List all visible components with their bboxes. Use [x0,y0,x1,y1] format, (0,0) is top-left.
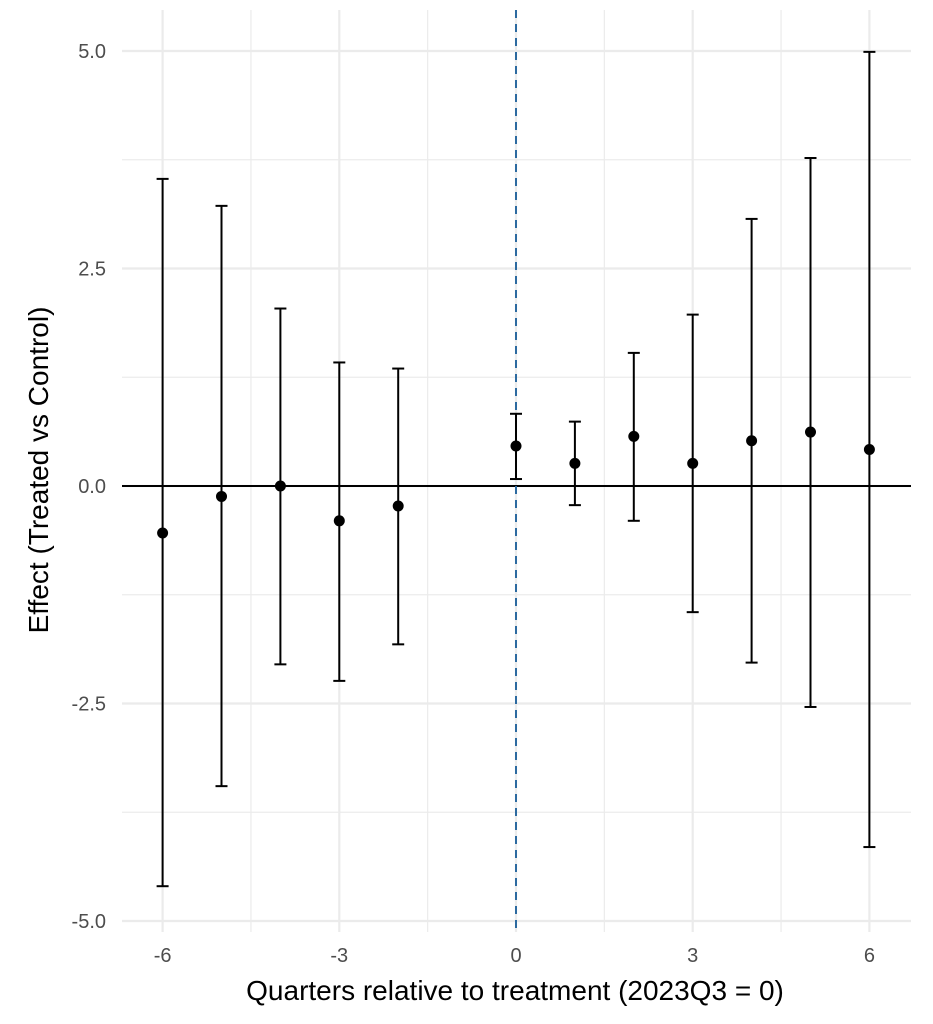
x-tick-label: -3 [330,945,348,967]
x-tick-label: -6 [154,945,172,967]
y-axis-tick-labels: 5.0 2.5 0.0 -2.5 -5.0 [72,41,106,933]
x-axis-title: Quarters relative to treatment (2023Q3 =… [246,975,784,1006]
point-estimate [333,515,345,527]
point-estimate [805,426,816,438]
y-tick-label: 2.5 [78,259,106,281]
point-estimate [569,457,581,469]
reference-lines [122,10,911,932]
x-axis-tick-labels: -6 -3 0 3 6 [154,945,875,967]
point-estimate [687,457,699,469]
y-tick-label: -2.5 [72,694,106,716]
point-estimate [216,490,227,502]
point-estimate [274,480,286,492]
point-estimate [392,500,404,512]
y-tick-label: 5.0 [78,41,106,63]
x-tick-label: 6 [864,945,875,967]
point-estimate [157,527,169,539]
point-estimates [157,426,875,539]
y-tick-label: 0.0 [78,476,106,498]
point-estimate [863,443,875,455]
x-tick-label: 0 [510,945,521,967]
y-axis-title: Effect (Treated vs Control) [23,307,54,634]
point-estimate [510,440,522,452]
x-tick-label: 3 [687,945,698,967]
y-tick-label: -5.0 [72,911,106,933]
point-estimate [628,430,640,442]
point-estimate [746,435,758,447]
